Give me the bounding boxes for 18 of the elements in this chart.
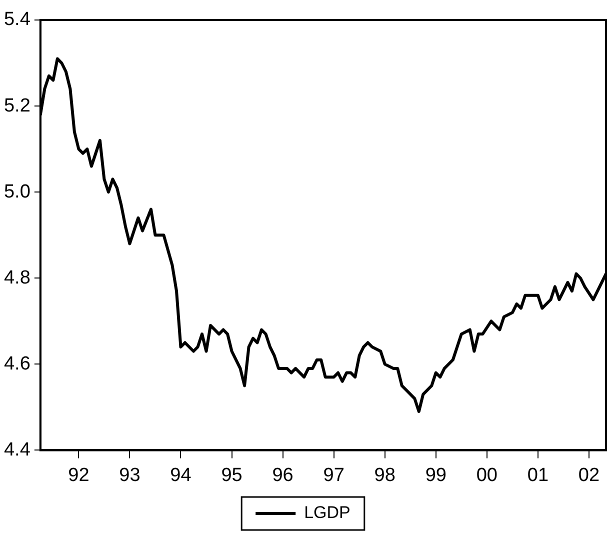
x-tick-label: 00 <box>476 464 498 486</box>
y-tick-label: 4.6 <box>4 353 30 374</box>
legend-label: LGDP <box>304 503 350 522</box>
y-tick-label: 5.2 <box>4 95 30 116</box>
x-tick-label: 95 <box>221 464 242 486</box>
x-tick-label: 01 <box>527 464 549 486</box>
y-tick-label: 4.4 <box>4 439 31 460</box>
x-tick-label: 96 <box>272 464 294 486</box>
x-tick-label: 97 <box>323 464 344 486</box>
y-tick-label: 5.0 <box>4 181 30 202</box>
x-tick-label: 94 <box>170 464 192 486</box>
y-tick-label: 5.4 <box>4 9 31 30</box>
x-tick-label: 99 <box>425 464 446 486</box>
x-tick-label: 92 <box>68 464 90 486</box>
x-tick-label: 98 <box>374 464 396 486</box>
y-tick-label: 4.8 <box>4 267 30 288</box>
x-tick-label: 93 <box>119 464 140 486</box>
x-tick-label: 02 <box>578 464 600 486</box>
